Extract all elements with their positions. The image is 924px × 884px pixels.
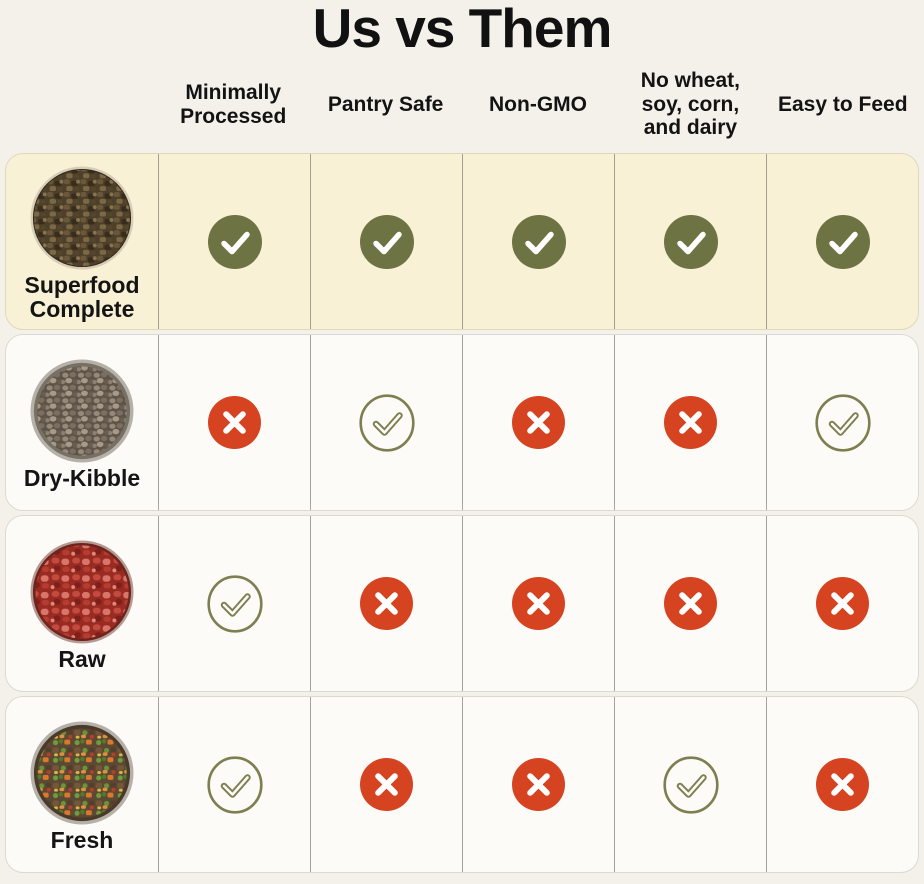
superfood-complete-bowl-image (30, 166, 134, 270)
check-circle-filled-icon (511, 214, 566, 269)
product-label: Fresh (50, 826, 114, 853)
cell-fresh-pantry-safe (310, 697, 462, 872)
cell-kibble-non-gmo (462, 335, 614, 510)
x-circle-icon (512, 577, 565, 630)
check-circle-outline-icon (662, 755, 719, 814)
cell-raw-pantry-safe (310, 516, 462, 691)
cell-raw-no-wheat (614, 516, 766, 691)
product-label: Raw (58, 645, 106, 672)
product-label: Superfood Complete (24, 271, 140, 322)
product-cell-superfood-complete: Superfood Complete (6, 154, 158, 329)
column-header-easy-to-feed: Easy to Feed (778, 92, 908, 116)
check-circle-filled-icon (663, 214, 718, 269)
check-circle-outline-icon (358, 393, 415, 452)
check-circle-filled-icon (207, 214, 262, 269)
cell-fresh-no-wheat (614, 697, 766, 872)
product-label: Dry-Kibble (23, 464, 141, 491)
column-headers: Minimally Processed Pantry Safe Non-GMO … (5, 56, 919, 153)
cell-superfood-easy-to-feed (766, 154, 918, 329)
x-circle-icon (512, 396, 565, 449)
fresh-bowl-image (30, 721, 134, 825)
x-circle-icon (360, 758, 413, 811)
cell-kibble-pantry-safe (310, 335, 462, 510)
check-circle-outline-icon (206, 574, 263, 633)
check-circle-filled-icon (815, 214, 870, 269)
check-circle-filled-icon (359, 214, 414, 269)
x-circle-icon (816, 577, 869, 630)
column-header-pantry-safe: Pantry Safe (327, 92, 444, 116)
x-circle-icon (360, 577, 413, 630)
x-circle-icon (512, 758, 565, 811)
cell-superfood-minimally-processed (158, 154, 310, 329)
column-header-minimally-processed: Minimally Processed (180, 80, 287, 128)
column-header-no-wheat-soy-corn-dairy: No wheat, soy, corn, and dairy (640, 69, 740, 140)
product-cell-fresh: Fresh (6, 697, 158, 872)
cell-raw-easy-to-feed (766, 516, 918, 691)
dry-kibble-bowl-image (30, 359, 134, 463)
cell-kibble-easy-to-feed (766, 335, 918, 510)
cell-superfood-no-wheat (614, 154, 766, 329)
page-title: Us vs Them (312, 0, 613, 59)
cell-fresh-easy-to-feed (766, 697, 918, 872)
x-circle-icon (816, 758, 869, 811)
table-row-fresh: Fresh (5, 696, 919, 873)
check-circle-outline-icon (814, 393, 871, 452)
x-circle-icon (664, 396, 717, 449)
cell-kibble-minimally-processed (158, 335, 310, 510)
cell-raw-non-gmo (462, 516, 614, 691)
product-cell-raw: Raw (6, 516, 158, 691)
x-circle-icon (208, 396, 261, 449)
product-cell-dry-kibble: Dry-Kibble (6, 335, 158, 510)
cell-fresh-minimally-processed (158, 697, 310, 872)
table-row-raw: Raw (5, 515, 919, 692)
check-circle-outline-icon (206, 755, 263, 814)
column-header-non-gmo: Non-GMO (489, 92, 587, 116)
table-row-dry-kibble: Dry-Kibble (5, 334, 919, 511)
x-circle-icon (664, 577, 717, 630)
cell-kibble-no-wheat (614, 335, 766, 510)
cell-fresh-non-gmo (462, 697, 614, 872)
cell-superfood-non-gmo (462, 154, 614, 329)
table-row-superfood-complete: Superfood Complete (5, 153, 919, 330)
raw-bowl-image (30, 540, 134, 644)
cell-raw-minimally-processed (158, 516, 310, 691)
cell-superfood-pantry-safe (310, 154, 462, 329)
